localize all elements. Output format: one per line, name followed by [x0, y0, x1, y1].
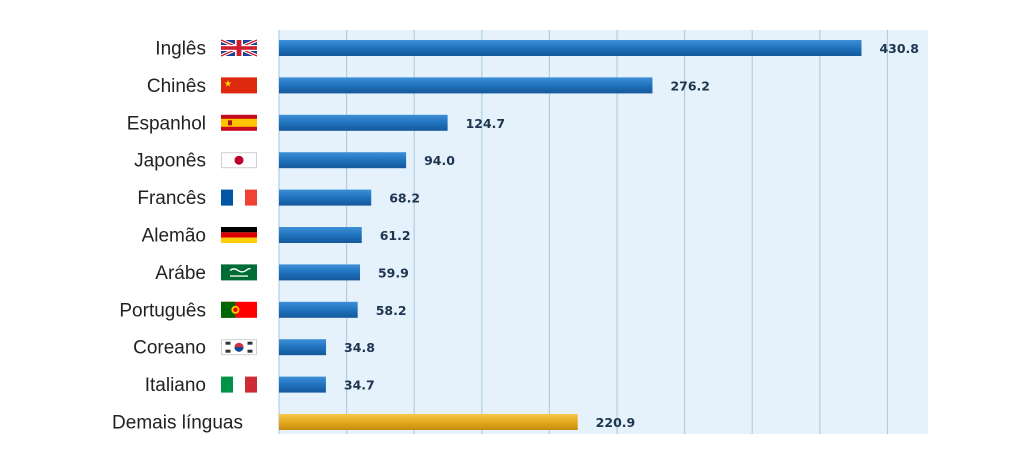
category-label-0: Inglês [155, 39, 206, 60]
category-label-9: Italiano [145, 375, 206, 396]
value-label-10: 220.9 [596, 415, 636, 430]
france-flag-icon [221, 189, 257, 206]
category-label-1: Chinês [147, 76, 206, 97]
category-label-6: Arábe [155, 263, 206, 284]
portugal-flag-icon [221, 301, 257, 318]
bar-5 [279, 227, 362, 243]
bar-10 [279, 414, 578, 430]
bar-2 [279, 114, 448, 131]
value-labels: 430.8 276.2 124.7 94.0 68.2 61.2 59.9 58.2 34.8 3… [344, 41, 919, 430]
japan-flag-icon [221, 152, 257, 169]
bar-9 [279, 376, 326, 393]
saudi-arabia-flag-icon [221, 264, 257, 281]
value-label-1: 276.2 [670, 78, 710, 93]
bar-7 [279, 301, 358, 318]
bar-1 [279, 77, 653, 94]
bars [279, 40, 862, 430]
spain-flag-icon [221, 114, 257, 131]
china-flag-icon: ★ [221, 77, 257, 94]
uk-flag-icon [220, 38, 258, 58]
category-label-3: Japonês [134, 151, 206, 172]
bar-3 [279, 152, 407, 169]
category-label-2: Espanhol [127, 113, 206, 134]
value-label-3: 94.0 [424, 153, 455, 168]
category-label-8: Coreano [133, 338, 206, 359]
svg-text:★: ★ [224, 79, 232, 89]
flags: ★ [220, 38, 258, 393]
category-label-5: Alemão [142, 226, 206, 247]
bar-4 [279, 189, 372, 206]
bar-8 [279, 339, 327, 356]
value-label-9: 34.7 [344, 378, 375, 393]
bar-6 [279, 264, 360, 281]
value-label-5: 61.2 [380, 228, 411, 243]
category-labels: Inglês Chinês Espanhol Japonês Francês Alemão… [112, 39, 243, 434]
value-label-6: 59.9 [378, 265, 409, 280]
value-label-4: 68.2 [389, 191, 420, 206]
category-label-4: Francês [137, 188, 206, 209]
germany-flag-icon [221, 227, 257, 243]
value-label-8: 34.8 [344, 340, 375, 355]
value-label-7: 58.2 [376, 303, 407, 318]
value-label-0: 430.8 [879, 41, 919, 56]
category-label-10: Demais línguas [112, 413, 243, 434]
south-korea-flag-icon [221, 339, 257, 356]
value-label-2: 124.7 [466, 116, 506, 131]
italy-flag-icon [221, 376, 257, 393]
category-label-7: Português [119, 300, 206, 321]
bar-0 [279, 40, 862, 56]
